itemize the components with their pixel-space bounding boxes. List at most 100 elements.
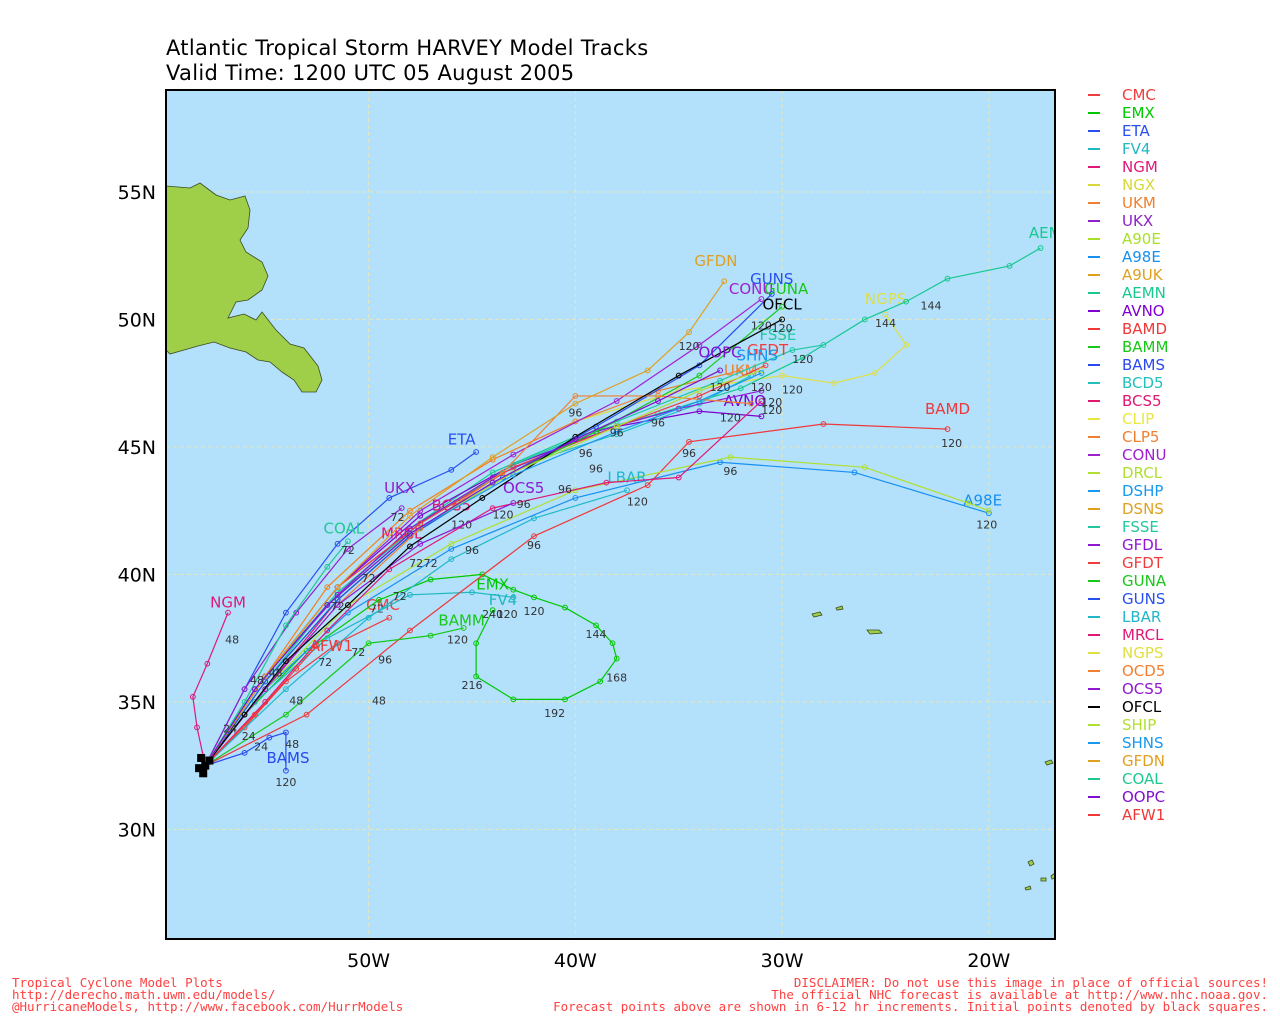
track-point [345,602,351,608]
legend-label: NGX [1122,176,1156,194]
legend-label: DSHP [1122,482,1164,500]
legend-item-gfdl: GFDL [1088,536,1168,554]
legend-swatch [1088,814,1100,816]
latitude-tick-label: 35N [118,692,156,714]
track-point [762,362,769,369]
track-point [398,505,405,512]
legend-swatch [1088,112,1100,114]
track-label: BAMM [438,611,484,629]
legend-label: BAMD [1122,320,1168,338]
legend-item-shns: SHNS [1088,734,1168,752]
track-mrcl: MRCL [204,398,765,767]
track-gfdn: GFDN 120 [204,252,737,766]
track-point [262,673,269,680]
legend-label: SHIP [1122,716,1157,734]
track-point [365,640,372,647]
track-point [262,698,269,705]
legend-item-clip: CLIP [1088,410,1168,428]
track-point [417,540,424,547]
track-point [334,602,341,608]
legend-label: AFW1 [1122,806,1166,824]
legend-swatch [1088,544,1100,546]
track-line [205,423,948,767]
legend-swatch [1088,688,1100,690]
track-line [204,489,628,767]
forecast-hour-label: 96 [682,447,696,460]
legend-item-ocs5: OCS5 [1088,680,1168,698]
legend-item-eta: ETA [1088,122,1168,140]
track-point [469,589,475,596]
legend-label: OFCL [1122,698,1162,716]
legend-item-dshp: DSHP [1088,482,1168,500]
track-point [324,627,331,634]
track-bamd: BAMD 96 120 [205,400,970,767]
track-point [407,627,413,634]
longitude-labels: 50W 40W 30W 20W [347,950,1010,972]
legend-item-fv4: FV4 [1088,140,1168,158]
legend-swatch [1088,580,1100,582]
track-line [204,318,783,766]
forecast-hour-label: 72 [409,557,423,570]
track-point [675,474,682,481]
track-point [510,696,517,703]
legend-label: CONU [1122,446,1167,464]
footer-social[interactable]: @HurricaneModels, http://www.facebook.co… [12,999,404,1014]
legend-label: GUNA [1122,572,1167,590]
legend-label: SHNS [1122,734,1164,752]
graticule-grid [166,90,1055,939]
legend-swatch [1088,760,1100,762]
legend-item-gfdn: GFDN [1088,752,1168,770]
track-point [314,642,320,649]
track-point [252,686,258,693]
legend-item-ngx: NGX [1088,176,1168,194]
legend-swatch [1088,328,1100,330]
track-point [283,711,289,718]
track-label: OCS5 [503,479,544,497]
track-point [965,500,972,506]
legend-item-a9uk: A9UK [1088,266,1168,284]
legend-swatch [1088,616,1100,618]
forecast-hour-label: 120 [497,608,518,621]
legend-item-a90e: A90E [1088,230,1168,248]
track-point [758,296,765,302]
track-point [324,602,331,608]
track-point [293,665,300,672]
forecast-hour-label: 120 [524,605,545,618]
forecast-hour-label: 120 [761,404,782,417]
track-label: NGPS [865,290,906,308]
legend-label: FV4 [1122,140,1151,158]
track-point [510,500,517,506]
model-tracks: CMC7296EMX120144168192216240ETAFV4120NGM… [189,224,1055,789]
track-point [727,454,734,461]
legend-swatch [1088,94,1100,96]
track-point [613,655,620,662]
legend-label: GFDL [1122,536,1163,554]
newfoundland-landmass [166,182,323,393]
track-line [204,507,403,766]
forecast-hour-label: 96 [568,406,582,419]
track-line [204,461,990,767]
legend-swatch [1088,130,1100,132]
track-label: CONU [729,280,773,298]
forecast-hour-label: 120 [761,396,782,409]
legend-item-fsse: FSSE [1088,518,1168,536]
initial-position-square [197,753,206,762]
footer-site-url[interactable]: http://derecho.math.uwm.edu/models/ [12,987,276,1002]
longitude-tick-label: 20W [967,950,1010,972]
legend-item-afw1: AFW1 [1088,806,1168,824]
track-point [460,625,467,631]
legend-item-avno: AVNO [1088,302,1168,320]
forecast-hour-label: 96 [517,498,531,511]
legend-item-guna: GUNA [1088,572,1168,590]
legend-label: BCS5 [1122,392,1162,410]
legend-item-dsns: DSNS [1088,500,1168,518]
track-point [386,495,393,501]
footer-nhc-note: The official NHC forecast is available a… [771,987,1268,1002]
track-oopc: OOPC 120 [204,344,742,766]
legend-swatch [1088,472,1100,474]
track-point [613,428,620,435]
latitude-tick-label: 50N [118,309,156,331]
initial-position-square [201,761,210,770]
forecast-hour-label: 48 [269,666,283,679]
